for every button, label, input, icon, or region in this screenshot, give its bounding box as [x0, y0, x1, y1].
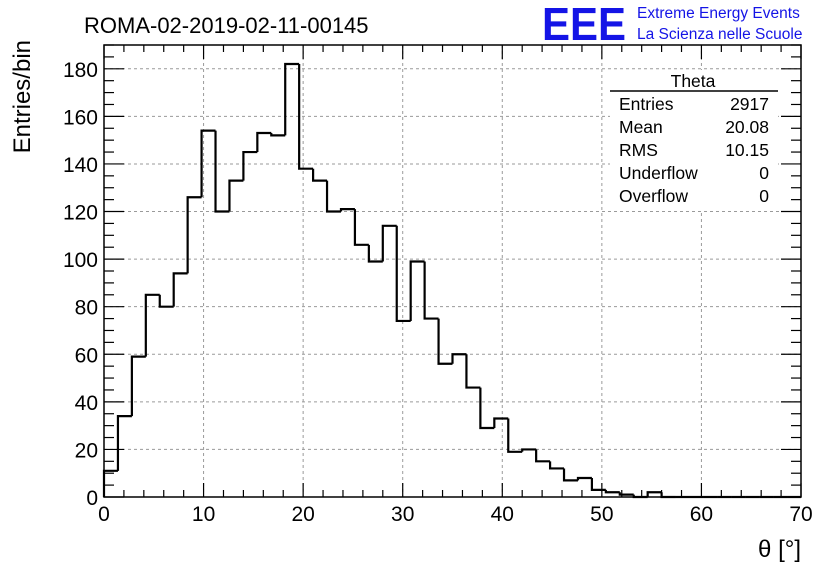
histogram-bin [130, 355, 146, 417]
x-axis-label: θ [°] [758, 536, 801, 563]
histogram-bin [298, 64, 314, 170]
histogram-bin [423, 261, 439, 320]
stats-row-label: Mean [619, 117, 663, 137]
histogram-bin [186, 196, 202, 274]
grid-lines [104, 45, 801, 497]
y-tick-labels: 0 20 40 60 80 100 120 140 160 180 [63, 59, 98, 510]
histogram-bin [214, 130, 230, 213]
axes [103, 44, 802, 498]
histogram-bin [158, 294, 174, 308]
histogram-bin [465, 354, 481, 389]
histogram-bin [381, 224, 397, 262]
histogram-bin [521, 448, 537, 452]
histogram-bin [284, 62, 300, 136]
histogram-bin [437, 318, 453, 365]
histogram-series [102, 62, 801, 499]
histogram-bin [507, 418, 523, 453]
stats-row-label: Entries [619, 94, 674, 114]
logo-letters: EEE [542, 0, 626, 50]
histogram-bin [548, 461, 565, 470]
chart-title: ROMA-02-2019-02-11-00145 [84, 13, 369, 38]
stats-row-value: 0 [759, 163, 769, 183]
stats-box-background [610, 70, 778, 210]
stats-row-label: RMS [619, 140, 658, 160]
stats-row-value: 10.15 [725, 140, 769, 160]
histogram-bin [144, 293, 160, 357]
histogram-bin [646, 491, 662, 497]
y-tick-label: 0 [86, 487, 98, 510]
histogram-bin [242, 150, 258, 181]
histogram-bin [256, 131, 272, 153]
histogram-bin [604, 489, 620, 494]
x-tick-labels: 0 10 20 30 40 50 60 70 [98, 503, 813, 526]
histogram-bin [200, 129, 216, 198]
histogram-bin [367, 244, 383, 263]
histogram-bin [535, 449, 551, 463]
logo-line-2: La Scienza nelle Scuole [637, 26, 802, 43]
stats-row-label: Overflow [619, 186, 688, 206]
x-tick-label: 40 [491, 503, 514, 526]
stats-row-value: 2917 [730, 94, 769, 114]
y-tick-label: 100 [63, 249, 98, 272]
x-tick-label: 60 [690, 503, 713, 526]
x-tick-label: 0 [98, 503, 110, 526]
histogram-bin [479, 387, 495, 430]
y-tick-label: 140 [63, 154, 98, 177]
histogram-bin [116, 415, 132, 471]
histogram-bin [312, 168, 328, 182]
x-tick-label: 30 [391, 503, 414, 526]
histogram-bin [102, 469, 118, 497]
histogram-bin [353, 209, 369, 246]
y-tick-label: 20 [75, 439, 98, 462]
stats-title: Theta [671, 71, 716, 91]
y-tick-label: 180 [63, 59, 98, 82]
histogram-bin [451, 353, 467, 364]
histogram-bin [409, 260, 425, 321]
x-tick-label: 70 [789, 503, 812, 526]
x-tick-label: 20 [291, 503, 314, 526]
x-tick-label: 10 [192, 503, 215, 526]
y-tick-label: 160 [63, 106, 98, 129]
y-tick-label: 60 [75, 344, 98, 367]
y-tick-label: 40 [75, 392, 98, 415]
logo-line-1: Extreme Energy Events [637, 5, 800, 22]
y-axis-label: Entries/bin [9, 40, 36, 153]
histogram-bin [576, 476, 592, 481]
histogram-bin [395, 225, 411, 323]
y-tick-label: 120 [63, 202, 98, 225]
stats-row-label: Underflow [619, 163, 698, 183]
histogram-bin [270, 133, 286, 137]
histogram-bin [228, 179, 244, 212]
stats-rows: Entries 2917 Mean 20.08 RMS 10.15 Underflow 0 Ov… [619, 94, 769, 206]
histogram-bin [590, 477, 606, 491]
stats-row-value: 20.08 [725, 117, 769, 137]
eee-logo: EEE Extreme Energy Events La Scienza nel… [542, 0, 802, 50]
histogram-bin [339, 208, 355, 212]
y-tick-label: 80 [75, 297, 98, 320]
histogram-bin [493, 417, 509, 429]
stats-row-value: 0 [759, 186, 769, 206]
x-tick-label: 50 [590, 503, 613, 526]
histogram-bin [562, 468, 578, 482]
histogram-bin [172, 272, 188, 307]
stats-box: Theta Entries 2917 Mean 20.08 RMS 10.15 Underf… [610, 70, 778, 210]
histogram-bin [325, 180, 341, 213]
histogram-bin [618, 492, 634, 496]
